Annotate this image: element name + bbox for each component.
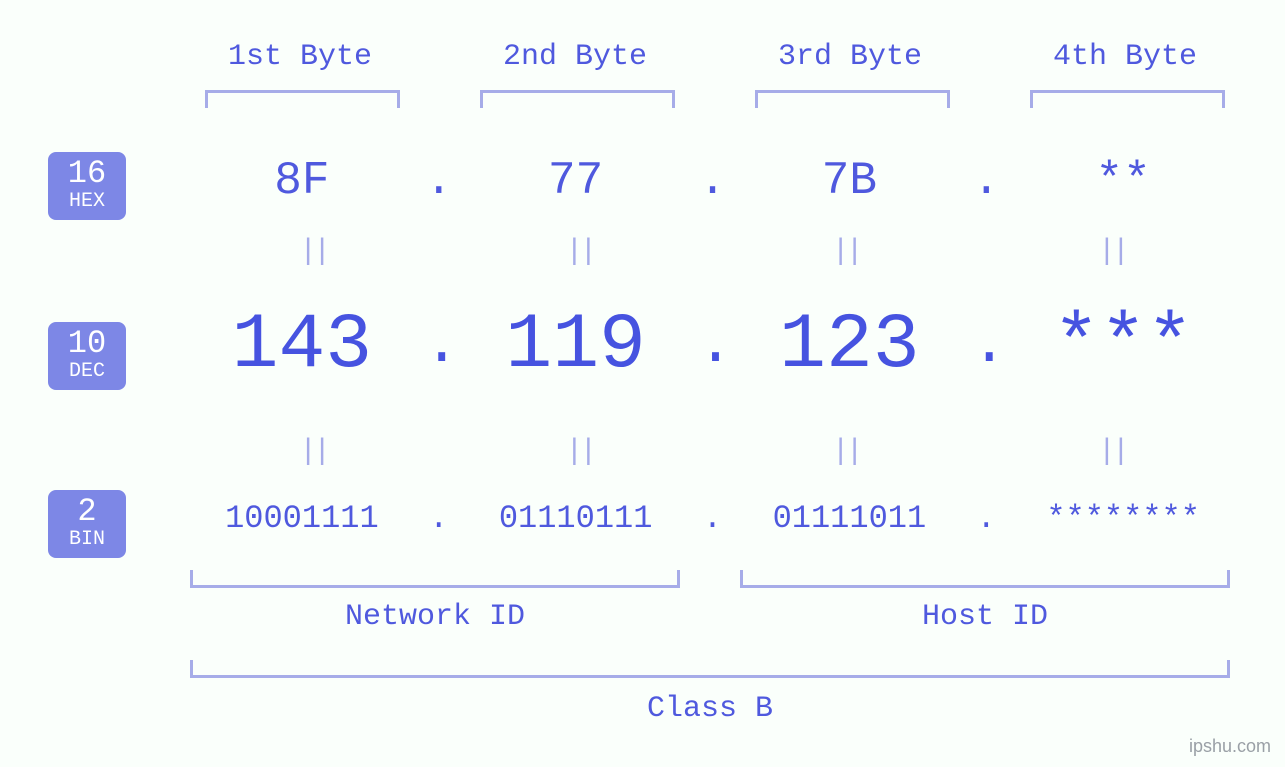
badge-bin-num: 2 — [48, 496, 126, 528]
dot: . — [698, 155, 728, 207]
hex-byte-2: 77 — [454, 155, 698, 207]
dot: . — [424, 312, 454, 380]
byte-header-4: 4th Byte — [990, 40, 1260, 74]
bracket-top-1 — [205, 90, 400, 108]
badge-dec-label: DEC — [48, 362, 126, 382]
dot: . — [971, 155, 1001, 207]
row-dec: 143 . 119 . 123 . *** — [180, 302, 1245, 390]
bracket-top-3 — [755, 90, 950, 108]
dot: . — [424, 155, 454, 207]
bin-byte-4: ******** — [1001, 500, 1245, 537]
equals-icon: || — [713, 435, 979, 469]
badge-bin-label: BIN — [48, 530, 126, 550]
watermark: ipshu.com — [1189, 736, 1271, 757]
label-class: Class B — [190, 692, 1230, 726]
dec-byte-2: 119 — [454, 302, 698, 390]
hex-byte-3: 7B — [728, 155, 972, 207]
dot: . — [971, 500, 1001, 537]
badge-dec: 10 DEC — [48, 322, 126, 390]
ip-diagram: 1st Byte 2nd Byte 3rd Byte 4th Byte 16 H… — [0, 0, 1285, 767]
equals-icon: || — [446, 435, 712, 469]
bracket-host — [740, 570, 1230, 588]
dot: . — [698, 312, 728, 380]
equals-row-1: || || || || — [180, 235, 1245, 269]
label-host-id: Host ID — [740, 600, 1230, 634]
dot: . — [698, 500, 728, 537]
equals-icon: || — [180, 235, 446, 269]
bracket-top-4 — [1030, 90, 1225, 108]
badge-hex-num: 16 — [48, 158, 126, 190]
equals-icon: || — [446, 235, 712, 269]
dec-byte-1: 143 — [180, 302, 424, 390]
bracket-network — [190, 570, 680, 588]
badge-dec-num: 10 — [48, 328, 126, 360]
bracket-top-2 — [480, 90, 675, 108]
equals-icon: || — [713, 235, 979, 269]
row-hex: 8F . 77 . 7B . ** — [180, 155, 1245, 207]
equals-icon: || — [979, 235, 1245, 269]
dec-byte-4: *** — [1001, 302, 1245, 390]
row-bin: 10001111 . 01110111 . 01111011 . *******… — [180, 500, 1245, 537]
dot: . — [971, 312, 1001, 380]
hex-byte-1: 8F — [180, 155, 424, 207]
dec-byte-3: 123 — [728, 302, 972, 390]
equals-row-2: || || || || — [180, 435, 1245, 469]
byte-header-3: 3rd Byte — [715, 40, 985, 74]
bin-byte-2: 01110111 — [454, 500, 698, 537]
equals-icon: || — [180, 435, 446, 469]
byte-header-1: 1st Byte — [165, 40, 435, 74]
bin-byte-3: 01111011 — [728, 500, 972, 537]
bracket-class — [190, 660, 1230, 678]
badge-hex-label: HEX — [48, 192, 126, 212]
dot: . — [424, 500, 454, 537]
badge-hex: 16 HEX — [48, 152, 126, 220]
byte-header-2: 2nd Byte — [440, 40, 710, 74]
equals-icon: || — [979, 435, 1245, 469]
hex-byte-4: ** — [1001, 155, 1245, 207]
badge-bin: 2 BIN — [48, 490, 126, 558]
label-network-id: Network ID — [190, 600, 680, 634]
bin-byte-1: 10001111 — [180, 500, 424, 537]
